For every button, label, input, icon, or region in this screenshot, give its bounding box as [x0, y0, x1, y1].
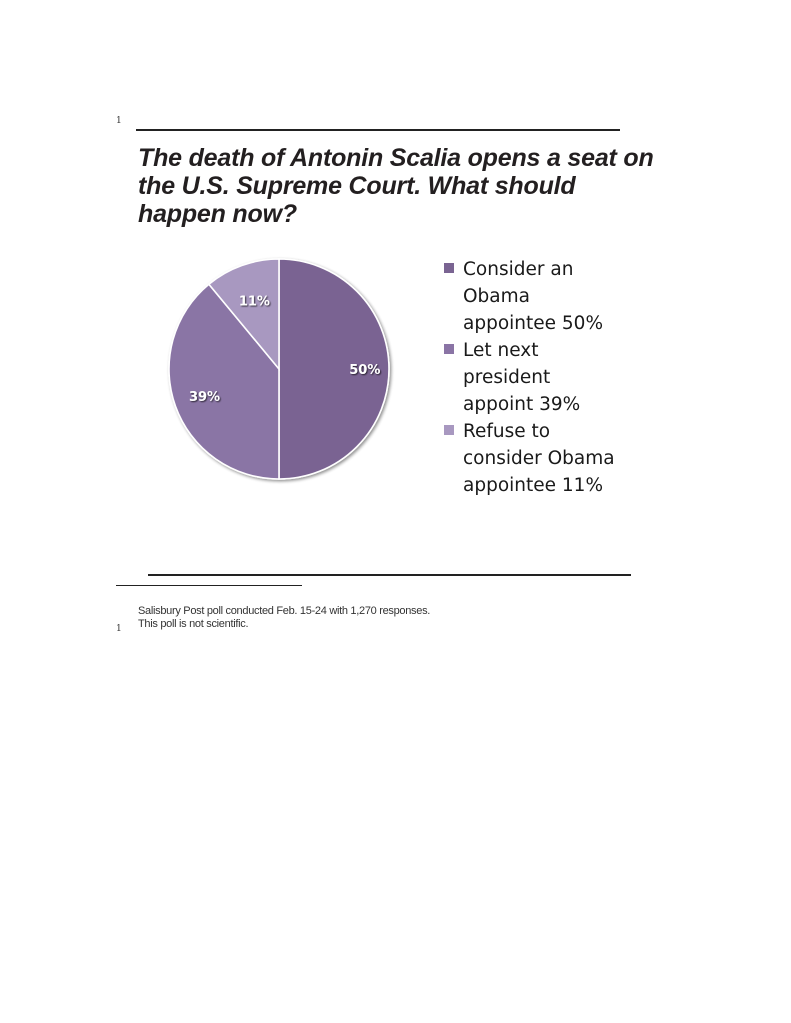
footnote-rule	[116, 585, 302, 586]
legend-swatch-2	[444, 425, 454, 435]
bottom-rule	[148, 574, 631, 576]
footnote: Salisbury Post poll conducted Feb. 15-24…	[138, 605, 431, 630]
pie-data-label-2: 11%	[239, 295, 270, 310]
pie-data-label-0: 50%	[349, 363, 380, 378]
legend-swatch-0	[444, 263, 454, 273]
legend-item-0: Consider an Obama appointee 50%	[444, 256, 664, 337]
pie-slice-0	[278, 258, 390, 480]
legend-item-1: Let next president appoint 39%	[444, 337, 664, 418]
legend-label-0: Consider an Obama appointee 50%	[463, 259, 604, 334]
chart-legend: Consider an Obama appointee 50% Let next …	[444, 256, 664, 499]
legend-label-2: Refuse to consider Obama appointee 11%	[463, 421, 615, 496]
page-marker-top: 1	[116, 116, 122, 126]
legend-item-2: Refuse to consider Obama appointee 11%	[444, 418, 664, 499]
legend-label-1: Let next president appoint 39%	[463, 340, 581, 415]
chart-title: The death of Antonin Scalia opens a seat…	[138, 144, 654, 228]
top-rule	[136, 129, 620, 131]
pie-slice-1	[168, 283, 280, 480]
pie-slice-2	[207, 258, 280, 372]
pie-chart: 50% 39% 11%	[168, 258, 390, 480]
pie-data-label-1: 39%	[189, 390, 220, 405]
legend-swatch-1	[444, 344, 454, 354]
page-marker-bottom: 1	[116, 624, 122, 634]
